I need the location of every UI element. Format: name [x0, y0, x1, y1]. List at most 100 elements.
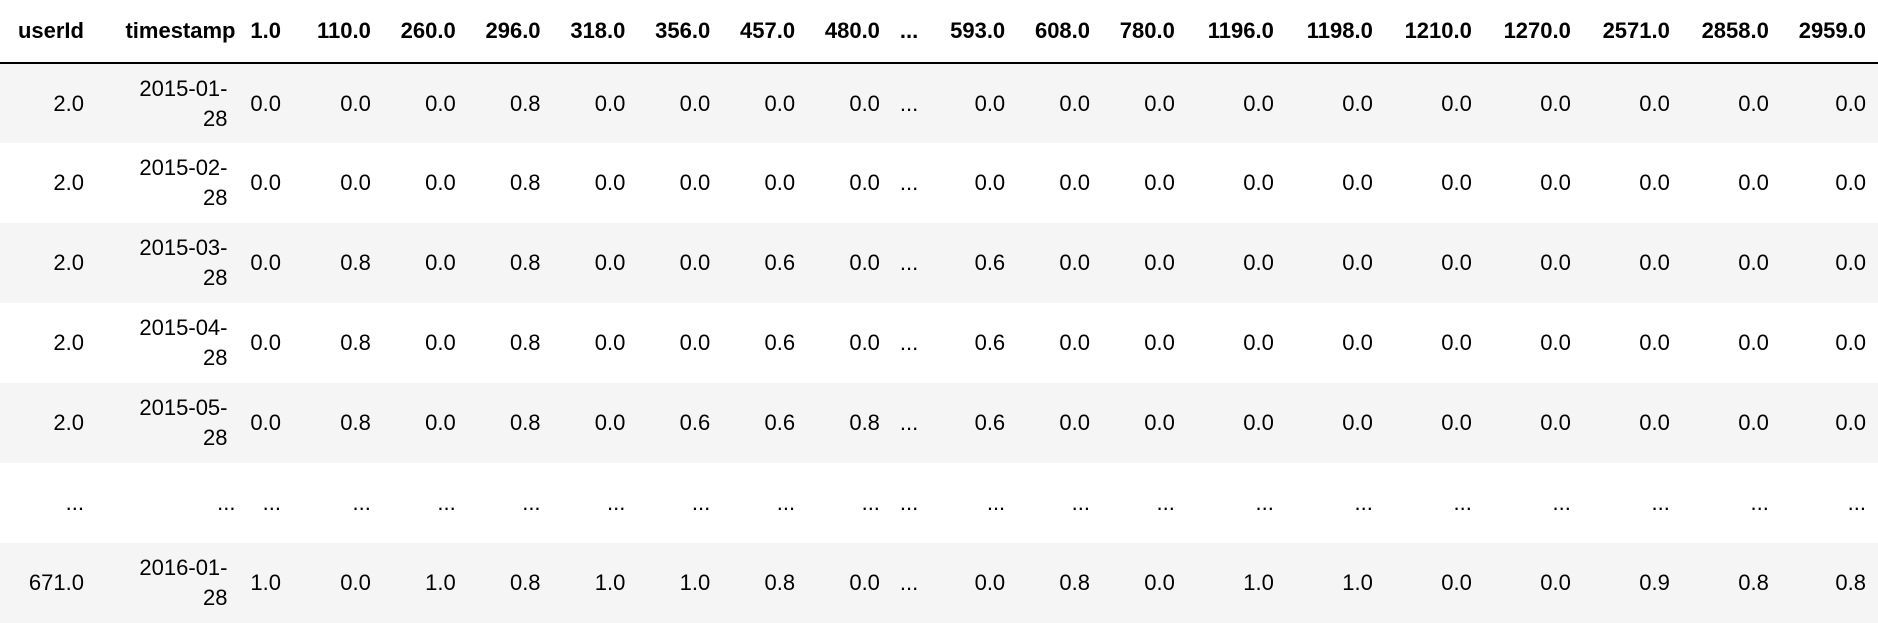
table-cell: 0.0	[1243, 330, 1274, 355]
userid-cell: 2.0	[53, 90, 84, 116]
table-cell: 0.0	[679, 90, 711, 116]
table-cell: ...	[437, 490, 456, 515]
table-cell: 0.0	[250, 250, 281, 275]
table-cell: 0.0	[594, 170, 626, 195]
userid-cell: 671.0	[28, 570, 84, 595]
timestamp-cell: 2015-04-28	[96, 303, 248, 383]
userid-cell: ...	[65, 490, 84, 515]
table-cell: 0.0	[679, 170, 711, 195]
table-cell: 0.0	[1835, 90, 1866, 116]
table-cell: 0.0	[1540, 90, 1571, 116]
table-cell: 0.0	[1738, 170, 1769, 195]
table-cell: 0.0	[1342, 250, 1373, 275]
column-header: 1270.0	[1483, 0, 1583, 64]
table-cell: 0.0	[1059, 250, 1091, 275]
table-cell: 0.0	[1441, 90, 1472, 116]
table-cell: 0.0	[1342, 410, 1373, 435]
table-cell: 0.0	[849, 250, 880, 275]
table-cell: 0.0	[1144, 90, 1175, 116]
table-cell: 1.0	[1243, 570, 1274, 595]
table-cell: 0.0	[594, 410, 626, 435]
table-cell: 0.0	[1144, 250, 1175, 275]
table-cell: 0.0	[1059, 330, 1091, 355]
table-cell: 0.0	[594, 90, 626, 116]
table-row-ellipsis: ........................................…	[0, 463, 1878, 543]
table-cell: 0.8	[340, 410, 371, 435]
table-cell: 1.0	[679, 570, 711, 595]
table-cell: ...	[262, 490, 281, 515]
table-cell: 0.0	[764, 90, 796, 116]
column-header: 356.0	[637, 0, 723, 64]
table-cell: 0.6	[764, 330, 796, 355]
table-cell: 0.0	[1540, 250, 1571, 275]
column-header: 480.0	[807, 0, 892, 64]
table-cell: 0.0	[1540, 330, 1571, 355]
table-cell: ...	[1750, 490, 1769, 515]
table-row: 2.0 2015-04-28 0.0 0.8 0.0 0.8 0.0 0.0 0.6 0.0...…	[0, 303, 1878, 383]
table-cell: 0.0	[1835, 410, 1866, 435]
column-header: 318.0	[552, 0, 638, 64]
ellipsis-cell: ...	[899, 90, 919, 116]
column-header: 2959.0	[1780, 0, 1878, 64]
table-cell: 0.0	[1441, 570, 1472, 595]
table-cell: 0.0	[340, 570, 371, 595]
table-cell: 0.0	[1639, 410, 1670, 435]
column-header: 1210.0	[1384, 0, 1484, 64]
ellipsis-cell: ...	[899, 570, 919, 595]
table-cell: 0.0	[679, 330, 711, 355]
column-header: 2858.0	[1681, 0, 1781, 64]
timestamp-cell: 2015-02-28	[96, 143, 248, 223]
table-cell: 0.0	[1059, 90, 1091, 116]
table-cell: 0.0	[1243, 410, 1274, 435]
table-cell: ...	[522, 490, 541, 515]
ellipsis-cell: ...	[899, 250, 919, 275]
table-cell: 0.8	[1059, 570, 1091, 595]
table-cell: 0.6	[764, 410, 796, 435]
table-cell: 0.0	[1441, 250, 1472, 275]
table-cell: 0.0	[250, 330, 281, 355]
table-cell: 0.8	[849, 410, 880, 435]
table-row: 2.0 2015-02-28 0.0 0.0 0.0 0.8 0.0 0.0 0.0 0.0...…	[0, 143, 1878, 223]
column-header: 1196.0	[1186, 0, 1286, 64]
column-header-ellipsis: ...	[891, 0, 927, 64]
table-cell: 0.0	[250, 170, 281, 195]
table-cell: 0.0	[250, 410, 281, 435]
table-cell: 0.0	[1144, 170, 1175, 195]
table-cell: 0.8	[509, 410, 541, 435]
table-cell: 0.6	[679, 410, 711, 435]
table-cell: ...	[776, 490, 796, 515]
table-cell: ...	[1847, 490, 1866, 515]
table-cell: ...	[1255, 490, 1274, 515]
table-cell: 0.0	[974, 170, 1006, 195]
timestamp-text: 2015-03-28	[139, 235, 228, 290]
column-header: 260.0	[382, 0, 468, 64]
table-cell: 0.6	[764, 250, 796, 275]
table-cell: 0.6	[974, 330, 1006, 355]
table-cell: 0.0	[1243, 250, 1274, 275]
table-cell: 0.0	[849, 170, 880, 195]
table-cell: 0.0	[250, 90, 281, 116]
table-cell: 0.0	[425, 170, 456, 195]
table-cell: 0.0	[1738, 250, 1769, 275]
table-cell: 0.6	[974, 250, 1006, 275]
timestamp-cell: 2015-03-28	[96, 223, 248, 303]
timestamp-text: 2015-04-28	[139, 315, 228, 370]
timestamp-cell: 2016-01-28	[96, 543, 248, 623]
ellipsis-cell: ...	[899, 330, 919, 355]
column-header: 110.0	[292, 0, 383, 64]
column-header: 1198.0	[1285, 0, 1385, 64]
table-cell: 0.0	[1243, 90, 1274, 116]
userid-cell: 2.0	[53, 170, 84, 195]
timestamp-text: 2016-01-28	[139, 555, 228, 610]
table-cell: 1.0	[1342, 570, 1373, 595]
table-cell: 0.0	[1342, 90, 1373, 116]
table-cell: 0.0	[1835, 330, 1866, 355]
table-cell: 0.0	[1342, 330, 1373, 355]
userid-cell: 2.0	[53, 330, 84, 355]
table-cell: 0.0	[1441, 410, 1472, 435]
table-cell: ...	[1354, 490, 1373, 515]
table-cell: 0.0	[849, 570, 880, 595]
table-cell: ...	[217, 490, 236, 515]
table-cell: 0.0	[1639, 330, 1670, 355]
table-cell: ...	[352, 490, 371, 515]
